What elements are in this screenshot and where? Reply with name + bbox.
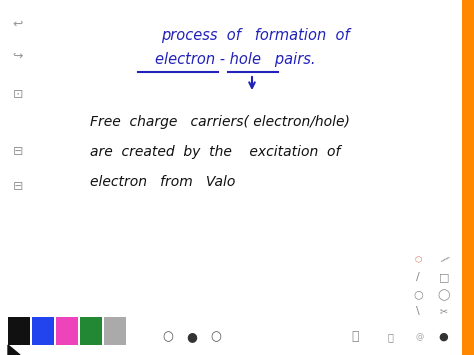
Text: electron - hole   pairs.: electron - hole pairs. xyxy=(155,52,315,67)
Bar xyxy=(56,317,78,345)
Text: process  of   formation  of: process of formation of xyxy=(161,28,349,43)
Text: ○: ○ xyxy=(163,331,173,344)
Text: /: / xyxy=(416,272,420,282)
Text: Free  charge   carriers( electron/hole): Free charge carriers( electron/hole) xyxy=(90,115,350,129)
Text: ⊟: ⊟ xyxy=(13,145,23,158)
Text: ⊡: ⊡ xyxy=(13,88,23,101)
Bar xyxy=(8,317,30,345)
Text: electron   from   Valo: electron from Valo xyxy=(90,175,236,189)
Bar xyxy=(32,317,54,345)
Text: ○: ○ xyxy=(413,289,423,299)
Bar xyxy=(462,0,474,355)
Polygon shape xyxy=(8,345,20,355)
Text: ✂: ✂ xyxy=(440,306,448,316)
Text: ⬡: ⬡ xyxy=(414,255,422,264)
Bar xyxy=(80,317,102,345)
Text: ●: ● xyxy=(438,332,448,342)
Text: are  created  by  the    excitation  of: are created by the excitation of xyxy=(90,145,340,159)
Text: ⬜: ⬜ xyxy=(351,331,359,344)
Text: ⬜: ⬜ xyxy=(387,332,393,342)
Text: ⊟: ⊟ xyxy=(13,180,23,193)
Text: ↪: ↪ xyxy=(13,50,23,63)
Text: \: \ xyxy=(416,306,420,316)
Text: ○: ○ xyxy=(210,331,221,344)
Text: ●: ● xyxy=(187,331,198,344)
Text: /: / xyxy=(439,255,449,265)
Text: @: @ xyxy=(416,333,424,342)
Bar xyxy=(104,317,126,345)
Text: ↩: ↩ xyxy=(13,18,23,31)
Text: □: □ xyxy=(439,272,449,282)
Text: ◯: ◯ xyxy=(438,289,450,301)
